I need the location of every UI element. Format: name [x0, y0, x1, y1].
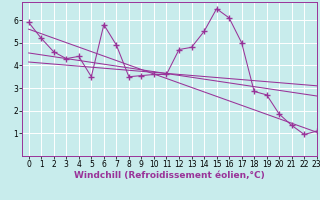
X-axis label: Windchill (Refroidissement éolien,°C): Windchill (Refroidissement éolien,°C) — [74, 171, 265, 180]
